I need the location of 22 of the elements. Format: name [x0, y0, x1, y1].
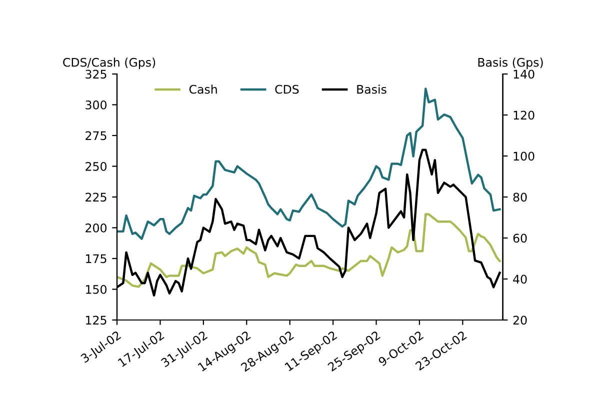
y2-tick-label: 120 [514, 110, 534, 120]
y2-tick-label: 60 [513, 234, 527, 243]
legend-label: CDS [275, 84, 299, 94]
y-tick-label: 200 [86, 223, 106, 232]
y2-axis-title: Basis (Gps) [478, 58, 543, 70]
y2-tick-label: 100 [514, 152, 534, 161]
y2-tick-label: 140 [514, 70, 534, 79]
y-tick-label: 225 [86, 192, 106, 202]
y-axis-title: CDS/Cash (Gps) [63, 58, 156, 70]
y-tick-label: 125 [86, 316, 106, 325]
y2-tick-label: 80 [513, 192, 527, 202]
y-tick-label: 250 [86, 162, 106, 171]
legend-label: Basis [357, 84, 386, 94]
y2-tick-label: 20 [513, 316, 527, 325]
y-tick-label: 275 [86, 131, 106, 140]
y2-tick-label: 40 [513, 274, 527, 284]
line-series [117, 213, 501, 288]
y-tick-label: 175 [86, 254, 106, 264]
y-tick-label: 300 [86, 100, 106, 110]
legend-label: Cash [189, 84, 217, 94]
y-tick-label: 325 [86, 70, 106, 79]
y-tick-label: 150 [86, 284, 106, 294]
